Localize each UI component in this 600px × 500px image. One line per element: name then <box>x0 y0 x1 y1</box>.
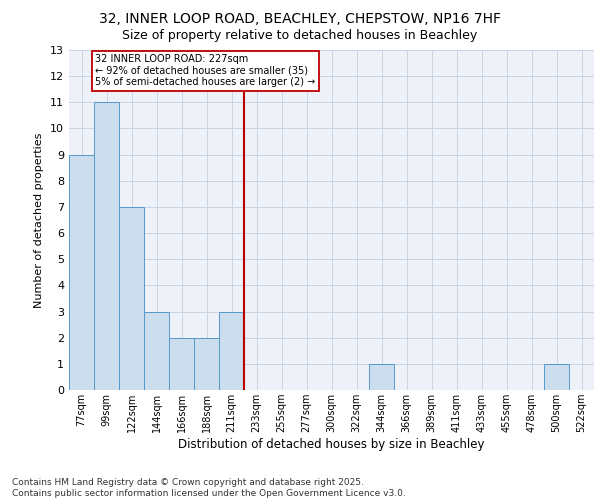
Y-axis label: Number of detached properties: Number of detached properties <box>34 132 44 308</box>
Bar <box>219 312 244 390</box>
Bar <box>69 154 94 390</box>
Bar <box>144 312 169 390</box>
X-axis label: Distribution of detached houses by size in Beachley: Distribution of detached houses by size … <box>178 438 485 451</box>
Bar <box>169 338 194 390</box>
Bar <box>194 338 219 390</box>
Text: 32 INNER LOOP ROAD: 227sqm
← 92% of detached houses are smaller (35)
5% of semi-: 32 INNER LOOP ROAD: 227sqm ← 92% of deta… <box>95 54 316 87</box>
Text: Contains HM Land Registry data © Crown copyright and database right 2025.
Contai: Contains HM Land Registry data © Crown c… <box>12 478 406 498</box>
Text: Size of property relative to detached houses in Beachley: Size of property relative to detached ho… <box>122 29 478 42</box>
Text: 32, INNER LOOP ROAD, BEACHLEY, CHEPSTOW, NP16 7HF: 32, INNER LOOP ROAD, BEACHLEY, CHEPSTOW,… <box>99 12 501 26</box>
Bar <box>94 102 119 390</box>
Bar <box>119 207 144 390</box>
Bar <box>369 364 394 390</box>
Bar <box>544 364 569 390</box>
